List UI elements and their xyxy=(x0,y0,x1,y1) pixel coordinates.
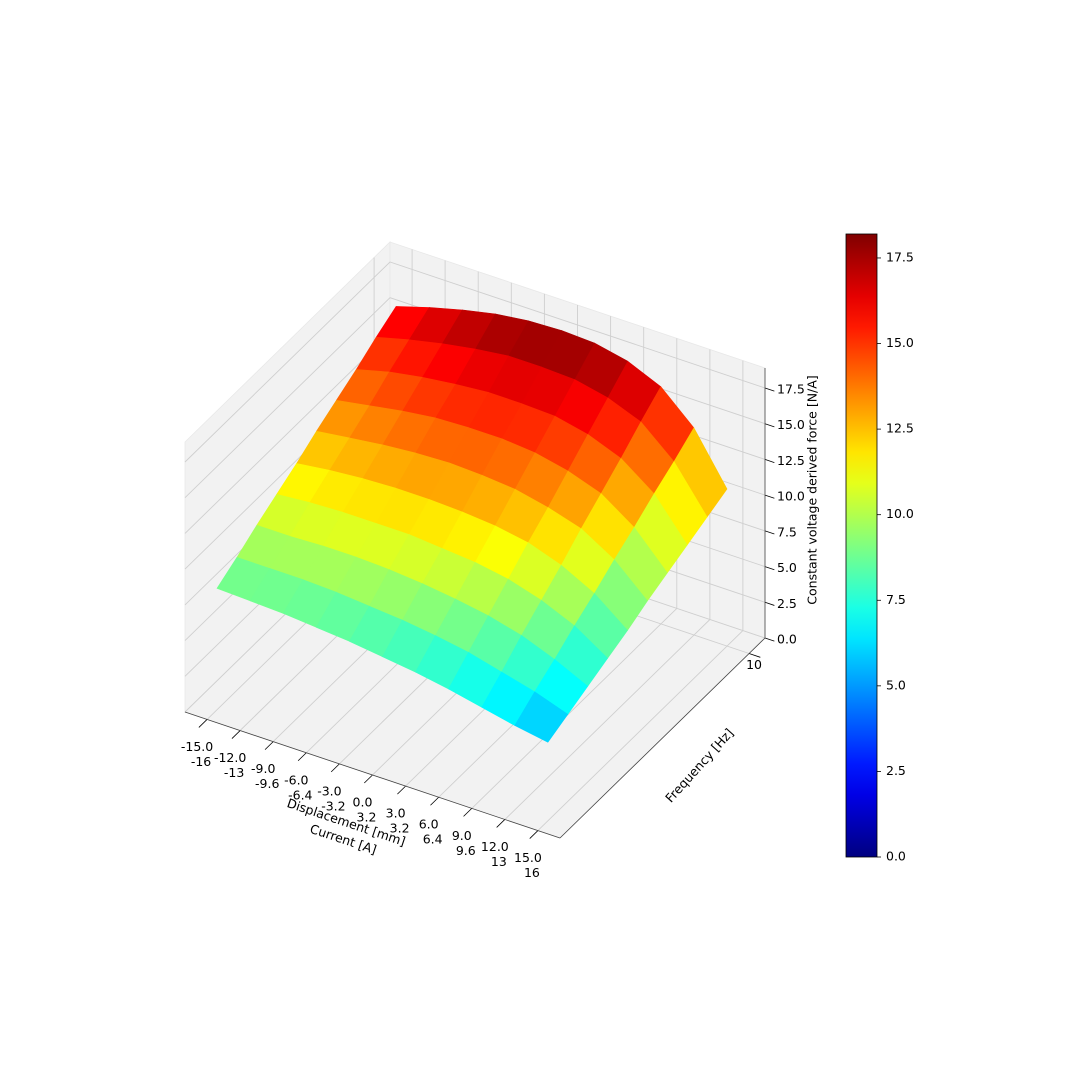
x-tick xyxy=(430,796,439,806)
x-tick-label-2: -3.2 xyxy=(321,798,345,813)
x-tick xyxy=(264,741,274,750)
x-tick-label: 12.0 xyxy=(481,839,509,854)
x-tick-label-2: 9.6 xyxy=(456,843,476,858)
z-tick xyxy=(764,530,775,535)
z-tick-label: 15.0 xyxy=(777,417,805,432)
axes: -15.0-16 -12.0-13 -9.0-9.6 -6.0-6.4 -3.0-3.2… xyxy=(181,368,805,880)
x-tick-label: -9.0 xyxy=(251,761,275,776)
x-tick-label-2: -13 xyxy=(224,765,244,780)
x-tick xyxy=(297,752,307,762)
z-tick xyxy=(764,459,775,463)
surface xyxy=(216,306,728,743)
y-axis-label: Frequency [Hz] xyxy=(662,725,736,805)
x-tick-label-2: 16 xyxy=(524,865,540,880)
colorbar-tick-label: 2.5 xyxy=(886,763,906,778)
y-tick-label: 10 xyxy=(746,657,762,672)
colorbar: 0.0 2.5 5.0 7.5 10.0 12.5 15.0 17.5 xyxy=(845,233,914,864)
z-tick xyxy=(764,387,775,392)
grid-line xyxy=(184,261,766,463)
x-tick-label-2: -6.4 xyxy=(288,787,312,802)
x-tick-label-2: 3.2 xyxy=(390,821,410,836)
z-tick-label: 5.0 xyxy=(777,560,797,575)
x-tick-label: 9.0 xyxy=(452,828,472,843)
x-tick-label: -6.0 xyxy=(284,772,308,787)
colorbar-tick-label: 7.5 xyxy=(886,592,906,607)
x-tick-label-2: 3.2 xyxy=(357,810,377,825)
z-tick-label: 10.0 xyxy=(777,489,805,504)
z-tick-label: 12.5 xyxy=(777,453,805,468)
z-tick xyxy=(764,566,775,571)
colorbar-tick-label: 15.0 xyxy=(886,335,914,350)
x-tick xyxy=(198,719,208,728)
colorbar-tick-label: 12.5 xyxy=(886,421,914,436)
surface-patch xyxy=(514,691,569,743)
axis-line xyxy=(559,637,766,839)
y-tick xyxy=(748,653,761,658)
x-tick-label: -3.0 xyxy=(317,783,341,798)
x-tick-label: 15.0 xyxy=(514,850,542,865)
x-tick xyxy=(463,808,473,817)
x-tick-label: -15.0 xyxy=(181,739,213,754)
x-tick xyxy=(496,819,506,828)
x-tick-label-2: 13 xyxy=(491,854,507,869)
z-tick-label: 7.5 xyxy=(777,524,797,539)
colorbar-tick-label: 17.5 xyxy=(886,249,914,264)
axis-line xyxy=(184,711,561,839)
colorbar-tick-label: 5.0 xyxy=(886,677,906,692)
z-tick xyxy=(764,494,775,499)
x-tick-label-2: -9.6 xyxy=(255,776,279,791)
colorbar-scale xyxy=(845,233,878,858)
z-axis-label: Constant voltage derived force [N/A] xyxy=(805,375,820,604)
x-tick-label: 6.0 xyxy=(419,817,439,832)
x-tick-label-2: -16 xyxy=(191,754,211,769)
z-tick xyxy=(764,601,775,606)
x-tick xyxy=(529,830,539,839)
z-tick xyxy=(764,637,775,642)
z-tick-label: 2.5 xyxy=(777,596,797,611)
colorbar-tick-label: 10.0 xyxy=(886,506,914,521)
x-tick-label: 3.0 xyxy=(386,806,406,821)
x-tick xyxy=(330,763,340,773)
z-tick-label: 0.0 xyxy=(777,632,797,647)
x-tick xyxy=(397,785,406,795)
z-tick xyxy=(764,423,775,428)
x-tick xyxy=(231,730,241,739)
x-tick-label-2: 6.4 xyxy=(423,832,443,847)
x-tick xyxy=(364,774,373,784)
colorbar-tick-label: 0.0 xyxy=(886,849,906,864)
x-tick-label: 0.0 xyxy=(353,795,373,810)
z-tick-label: 17.5 xyxy=(777,382,805,397)
x-tick-label: -12.0 xyxy=(214,750,246,765)
